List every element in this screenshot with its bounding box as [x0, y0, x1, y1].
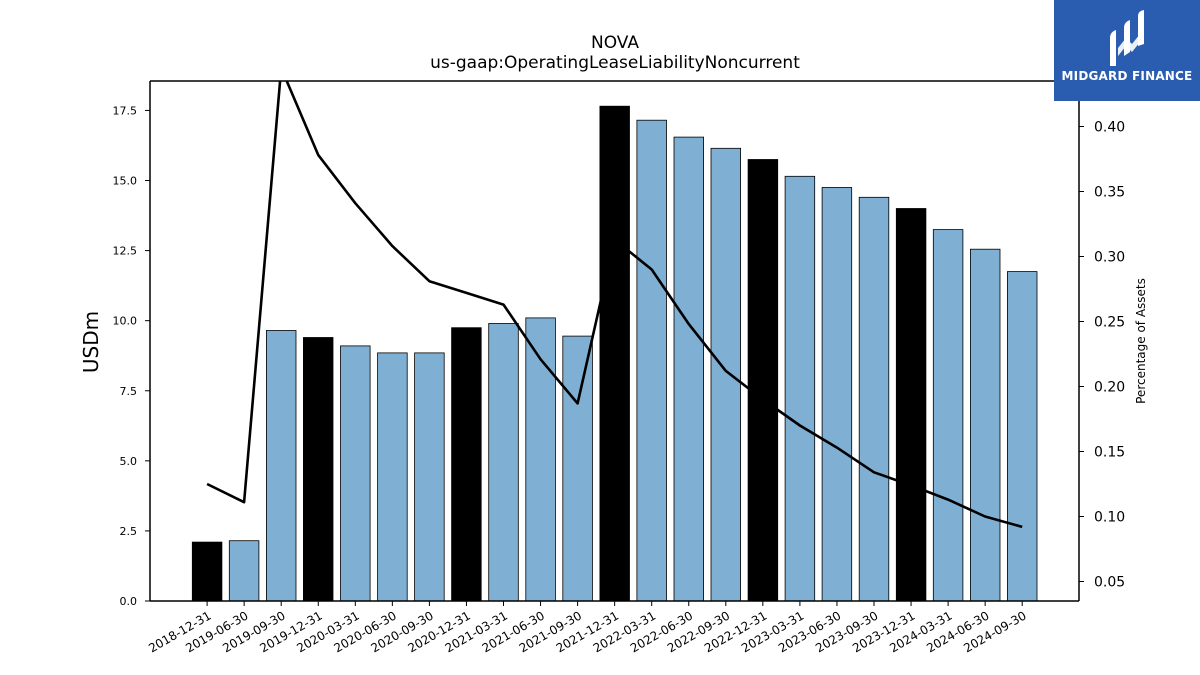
bar	[377, 352, 408, 602]
y-tick-label: 2.5	[120, 525, 138, 538]
y2-axis-label: Percentage of Assets	[1134, 278, 1148, 404]
bar	[784, 175, 816, 602]
bar	[191, 541, 223, 602]
bar	[265, 330, 297, 602]
y2-tick-label: 0.15	[1094, 445, 1125, 461]
chart-subtitle: us-gaap:OperatingLeaseLiabilityNoncurren…	[430, 53, 800, 73]
bar	[710, 147, 742, 602]
ratio-line	[206, 81, 1023, 529]
bar	[932, 229, 964, 602]
bar	[451, 327, 482, 602]
bar	[488, 323, 519, 602]
y-tick-label: 5.0	[120, 455, 138, 468]
bar	[1007, 271, 1038, 602]
y-axis-label: USDm	[79, 311, 103, 373]
bar	[228, 540, 260, 602]
bar-series	[191, 105, 1038, 602]
chart-title: NOVA	[591, 33, 639, 53]
y-tick-label: 0.0	[120, 595, 138, 608]
brand-logo: MIDGARD FINANCE	[1054, 0, 1200, 101]
bar	[414, 352, 445, 602]
bar	[747, 159, 779, 602]
y-tick-label: 17.5	[113, 104, 138, 117]
bar	[673, 136, 705, 602]
y-tick-label: 7.5	[120, 385, 138, 398]
bar	[340, 345, 371, 602]
y2-tick-label: 0.30	[1094, 250, 1125, 266]
bar	[970, 248, 1001, 602]
y2-tick-label: 0.25	[1094, 315, 1125, 331]
bar	[525, 317, 556, 602]
y2-tick-label: 0.40	[1094, 120, 1125, 136]
bar	[858, 196, 890, 602]
line-series	[206, 81, 1023, 529]
y2-tick-label: 0.35	[1094, 185, 1125, 201]
bar	[302, 337, 334, 602]
bar	[599, 105, 630, 602]
bar	[895, 208, 927, 602]
y2-tick-label: 0.10	[1094, 510, 1125, 526]
y-tick-label: 12.5	[113, 245, 138, 258]
bar	[636, 119, 667, 602]
y2-tick-label: 0.05	[1094, 575, 1125, 591]
bar	[821, 187, 853, 602]
y2-tick-label: 0.20	[1094, 380, 1125, 396]
logo-text: MIDGARD FINANCE	[1061, 69, 1193, 83]
bar	[562, 335, 593, 602]
y-tick-label: 15.0	[113, 175, 138, 188]
y-tick-label: 10.0	[113, 315, 138, 328]
midgard-logo-icon	[1110, 10, 1144, 66]
